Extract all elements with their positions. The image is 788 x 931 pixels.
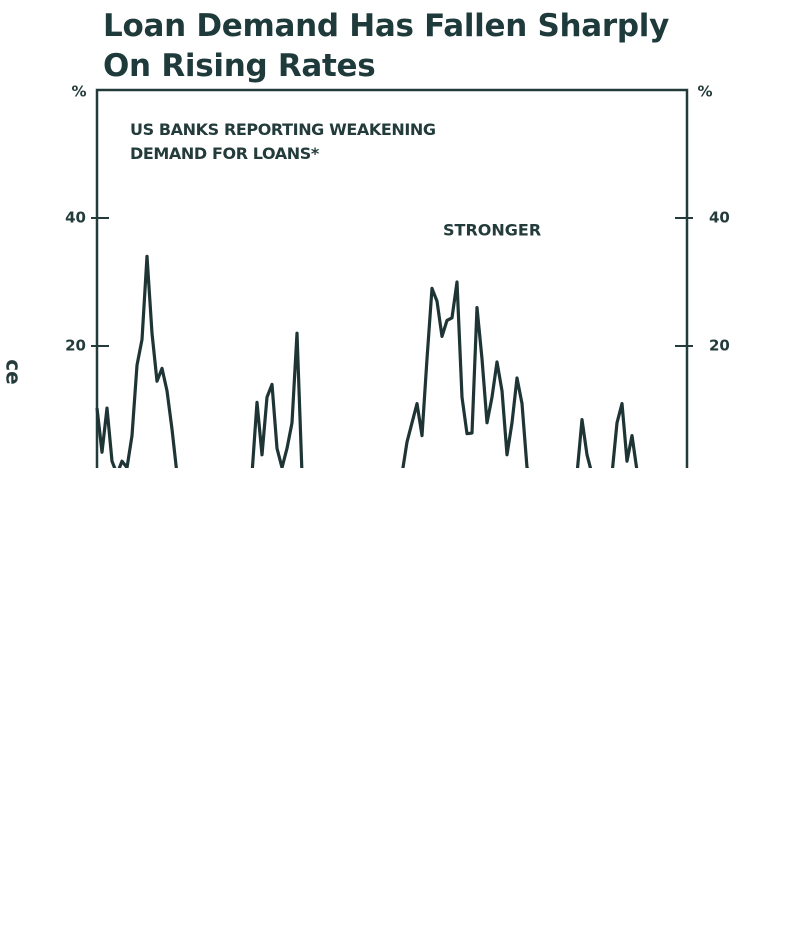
y2-axis-label: % [697,83,712,101]
y2-tick-label: 20 [709,337,730,355]
y-tick-label: 40 [65,209,86,227]
annotation: US BANKS REPORTING WEAKENING DEMAND FOR … [130,120,436,163]
chart-title: Loan Demand Has Fallen Sharply On Rising… [103,8,670,84]
side-text: ce [2,359,26,384]
y2-tick-label: 40 [709,209,730,227]
y-axis-label: % [71,83,86,101]
data-line [95,254,639,468]
plot-area [91,88,693,468]
y-tick-label: 20 [65,337,86,355]
annotation-stronger: STRONGER [443,221,541,240]
plot-frame [95,88,689,468]
